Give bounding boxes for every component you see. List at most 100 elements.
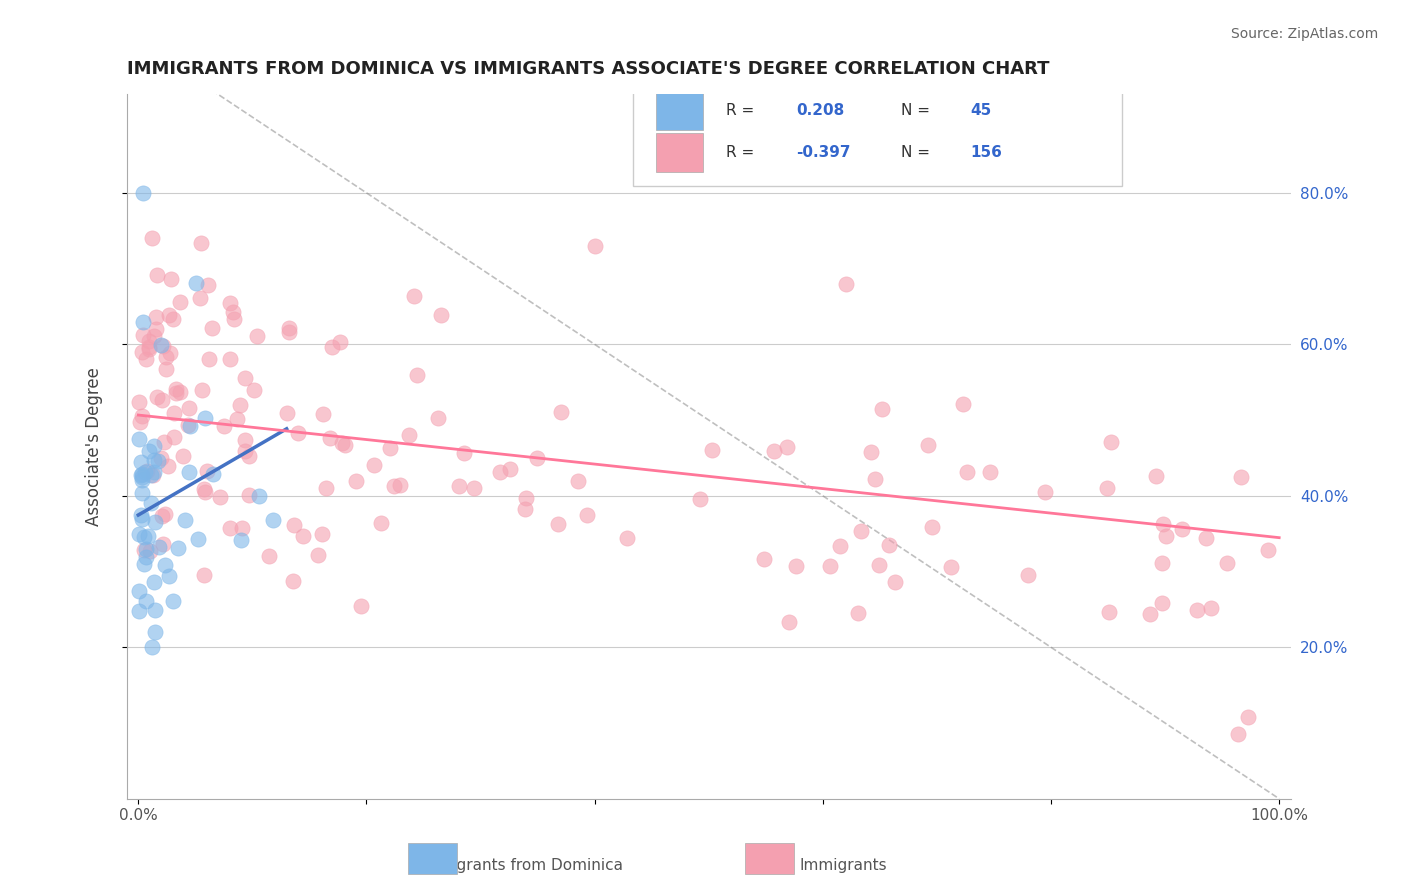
Point <box>849 524 872 538</box>
Point <box>776 440 799 454</box>
Point <box>143 465 166 479</box>
Point <box>155 351 177 365</box>
Point <box>152 435 174 450</box>
FancyBboxPatch shape <box>633 73 1122 186</box>
Point <box>162 593 184 607</box>
Point <box>132 186 155 200</box>
Point <box>1139 607 1161 621</box>
Point <box>138 334 160 348</box>
Point <box>179 401 201 416</box>
Point <box>1098 605 1121 619</box>
Point <box>312 408 335 422</box>
Point <box>229 533 252 548</box>
Point <box>1154 528 1177 542</box>
Point <box>146 391 169 405</box>
Point <box>1150 556 1173 570</box>
Point <box>363 458 385 472</box>
Point <box>201 321 224 335</box>
Point <box>145 322 167 336</box>
Point <box>276 406 298 420</box>
Point <box>489 465 512 479</box>
Point <box>193 482 215 496</box>
Y-axis label: Associate's Degree: Associate's Degree <box>86 368 103 526</box>
Point <box>828 539 851 553</box>
Point <box>869 558 891 573</box>
Point <box>233 443 256 458</box>
Point <box>139 496 162 510</box>
Point <box>1095 481 1118 495</box>
Point <box>128 415 150 429</box>
Point <box>547 516 569 531</box>
Point <box>222 304 245 318</box>
Text: Source: ZipAtlas.com: Source: ZipAtlas.com <box>1230 27 1378 41</box>
Point <box>142 440 165 454</box>
Point <box>135 550 157 565</box>
Point <box>195 464 218 478</box>
Point <box>921 520 943 534</box>
Text: 45: 45 <box>970 103 991 118</box>
Point <box>1199 601 1222 615</box>
Point <box>689 492 711 507</box>
Point <box>218 295 240 310</box>
Point <box>198 351 221 366</box>
Point <box>132 543 155 558</box>
Point <box>143 452 166 467</box>
Point <box>848 606 870 620</box>
Point <box>134 530 156 544</box>
Point <box>142 467 165 482</box>
Point <box>430 308 453 322</box>
Point <box>146 268 169 283</box>
Point <box>142 574 165 589</box>
Point <box>870 401 893 416</box>
Point <box>162 430 184 444</box>
Text: Immigrants: Immigrants <box>800 858 887 872</box>
Point <box>1187 603 1209 617</box>
Point <box>246 329 269 343</box>
Point <box>229 398 252 412</box>
Point <box>513 502 536 516</box>
Point <box>219 352 242 367</box>
Point <box>143 603 166 617</box>
Point <box>225 412 247 426</box>
Point <box>169 295 191 310</box>
Point <box>762 444 785 458</box>
Point <box>131 467 153 481</box>
Point <box>162 311 184 326</box>
Point <box>131 344 153 359</box>
Point <box>134 557 156 571</box>
Point <box>148 453 170 467</box>
Point <box>315 481 337 495</box>
Point <box>330 436 353 450</box>
Text: N =: N = <box>901 103 935 118</box>
Point <box>498 462 520 476</box>
Point <box>148 541 170 555</box>
Point <box>157 309 180 323</box>
Point <box>257 549 280 563</box>
Point <box>165 382 187 396</box>
Point <box>131 409 153 424</box>
Point <box>550 404 572 418</box>
Point <box>201 467 224 481</box>
Point <box>1230 470 1253 484</box>
Point <box>388 478 411 492</box>
Point <box>141 640 163 655</box>
Point <box>307 548 329 562</box>
Point <box>818 558 841 573</box>
Point <box>172 449 194 463</box>
Bar <box>657 133 703 172</box>
Point <box>135 594 157 608</box>
Point <box>382 479 405 493</box>
Point <box>194 484 217 499</box>
Point <box>700 442 723 457</box>
Point <box>134 465 156 479</box>
Point <box>247 489 270 503</box>
Point <box>1215 556 1237 570</box>
Point <box>380 441 402 455</box>
Point <box>157 569 180 583</box>
Point <box>167 541 190 556</box>
Point <box>1033 485 1056 500</box>
Point <box>398 428 420 442</box>
Text: R =: R = <box>727 145 759 161</box>
Point <box>834 277 856 291</box>
Point <box>785 559 807 574</box>
